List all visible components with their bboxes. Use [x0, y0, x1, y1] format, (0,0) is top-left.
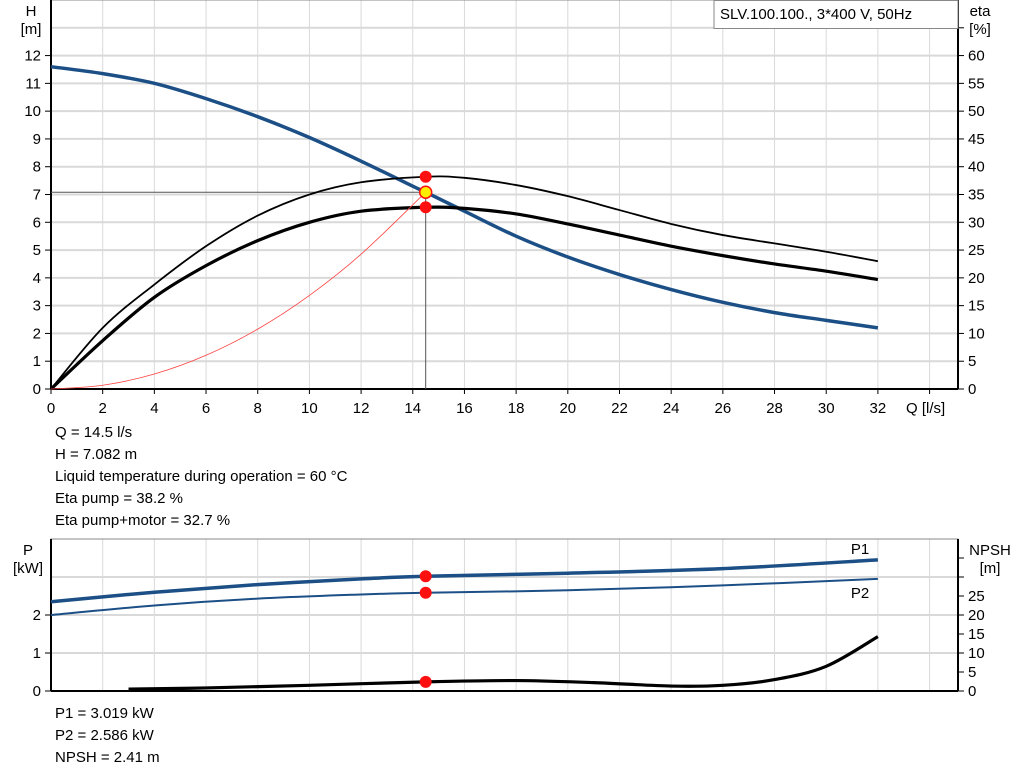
operating-point-info: Q = 14.5 l/s H = 7.082 m Liquid temperat… — [55, 422, 347, 532]
info-p1: P1 = 3.019 kW — [55, 705, 154, 722]
y-tick-label-left: 5 — [33, 242, 41, 259]
y-tick-label-right: 60 — [968, 48, 985, 65]
y-tick-label-right: 25 — [968, 588, 985, 605]
x-tick-label: 14 — [404, 400, 421, 417]
x-tick-label: 32 — [870, 400, 887, 417]
x-tick-label: 22 — [611, 400, 628, 417]
npsh-marker — [419, 675, 432, 688]
x-tick-label: 4 — [150, 400, 158, 417]
p1-curve — [50, 558, 878, 604]
p1-curve-label: P1 — [851, 541, 869, 558]
x-tick-label: 16 — [456, 400, 473, 417]
y-axis-title-left: H — [26, 3, 37, 20]
info-flow: Q = 14.5 l/s — [55, 424, 133, 441]
eta-pump-motor-curve — [49, 205, 879, 391]
y-tick-label-right: 25 — [968, 242, 985, 259]
y-tick-label-right: 0 — [968, 381, 976, 398]
y-tick-label-left: 6 — [33, 214, 41, 231]
p1-marker — [419, 570, 432, 583]
operating-point-marker — [418, 185, 433, 199]
y-tick-label-left: 11 — [25, 75, 41, 92]
y-tick-label-right: 50 — [968, 103, 985, 120]
x-tick-label: 26 — [715, 400, 732, 417]
info-eta-pump: Eta pump = 38.2 % — [55, 490, 183, 507]
y-tick-label-right: 5 — [968, 353, 976, 370]
eta-pump-motor-marker — [419, 201, 432, 214]
p2-curve — [50, 577, 878, 616]
y-axis-unit-right: [%] — [969, 21, 991, 38]
y-tick-label-right: 0 — [968, 683, 976, 700]
y-tick-label-left: 12 — [24, 48, 41, 65]
x-tick-label: 0 — [47, 400, 55, 417]
y-tick-label-right: 35 — [968, 187, 985, 204]
y-tick-label-left: 1 — [33, 353, 41, 370]
y-tick-label-left: 4 — [33, 270, 41, 287]
eta-pump-marker — [419, 170, 432, 183]
x-tick-label: 18 — [508, 400, 525, 417]
y-axis-title-right: eta — [970, 3, 992, 20]
y-tick-label-right: 15 — [968, 298, 985, 315]
npsh-curve — [128, 635, 879, 691]
y-tick-label-right: 45 — [968, 131, 985, 148]
x-tick-label: 24 — [663, 400, 680, 417]
chart-title-box — [713, 0, 959, 29]
y-tick-label-left: 8 — [33, 159, 41, 176]
chart-title: SLV.100.100., 3*400 V, 50Hz — [720, 6, 912, 23]
y-tick-label-right: 20 — [968, 607, 985, 624]
system-curve-curve — [50, 191, 426, 390]
y-tick-label-right: 40 — [968, 159, 985, 176]
info-eta-pump-motor: Eta pump+motor = 32.7 % — [55, 512, 231, 529]
y-axis-unit-right: [m] — [980, 560, 1001, 577]
head-curve — [50, 64, 879, 330]
y-tick-label-left: 2 — [33, 325, 41, 342]
y-axis-title-left: P — [23, 542, 33, 559]
x-axis-title: Q [l/s] — [906, 400, 945, 417]
y-tick-label-left: 1 — [33, 645, 41, 662]
y-tick-label-left: 9 — [33, 131, 41, 148]
y-tick-label-right: 30 — [968, 214, 985, 231]
y-tick-label-left: 7 — [33, 187, 41, 204]
info-head: H = 7.082 m — [55, 446, 138, 463]
x-tick-label: 10 — [301, 400, 318, 417]
info-liquid-temperature: Liquid temperature during operation = 60… — [55, 468, 348, 485]
y-axis-unit-left: [m] — [21, 21, 42, 38]
y-tick-label-right: 20 — [968, 270, 985, 287]
p2-marker — [419, 586, 432, 599]
x-tick-label: 6 — [202, 400, 210, 417]
info-npsh: NPSH = 2.41 m — [55, 749, 160, 766]
x-tick-label: 20 — [559, 400, 576, 417]
y-tick-label-left: 0 — [33, 381, 41, 398]
x-tick-label: 2 — [99, 400, 107, 417]
x-tick-label: 8 — [254, 400, 262, 417]
y-axis-title-right: NPSH — [969, 542, 1011, 559]
x-tick-label: 30 — [818, 400, 835, 417]
x-tick-label: 12 — [353, 400, 370, 417]
x-tick-label: 28 — [766, 400, 783, 417]
y-tick-label-left: 10 — [24, 103, 41, 120]
y-axis-unit-left: [kW] — [13, 560, 43, 577]
y-tick-label-right: 55 — [968, 75, 985, 92]
power-info: P1 = 3.019 kW P2 = 2.586 kW NPSH = 2.41 … — [55, 703, 160, 769]
y-tick-label-right: 5 — [968, 664, 976, 681]
info-p2: P2 = 2.586 kW — [55, 727, 154, 744]
y-tick-label-left: 2 — [33, 607, 41, 624]
y-tick-label-right: 15 — [968, 626, 985, 643]
y-tick-label-left: 3 — [33, 298, 41, 315]
y-tick-label-right: 10 — [968, 645, 985, 662]
y-tick-label-right: 10 — [968, 325, 985, 342]
p2-curve-label: P2 — [851, 585, 869, 602]
y-tick-label-left: 0 — [33, 683, 41, 700]
eta-pump-curve — [50, 175, 879, 390]
